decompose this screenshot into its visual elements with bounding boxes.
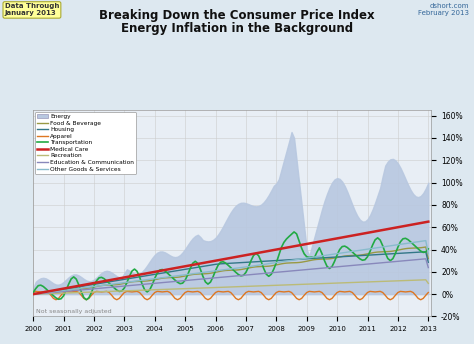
Legend: Energy, Food & Beverage, Housing, Apparel, Transportation, Medical Care, Recreat: Energy, Food & Beverage, Housing, Appare… [35,112,137,174]
Text: dshort.com
February 2013: dshort.com February 2013 [418,3,469,17]
Text: Not seasonally adjusted: Not seasonally adjusted [36,309,112,314]
Text: Data Through
January 2013: Data Through January 2013 [5,3,59,17]
Text: Energy Inflation in the Background: Energy Inflation in the Background [121,22,353,35]
Text: Breaking Down the Consumer Price Index: Breaking Down the Consumer Price Index [99,9,375,22]
